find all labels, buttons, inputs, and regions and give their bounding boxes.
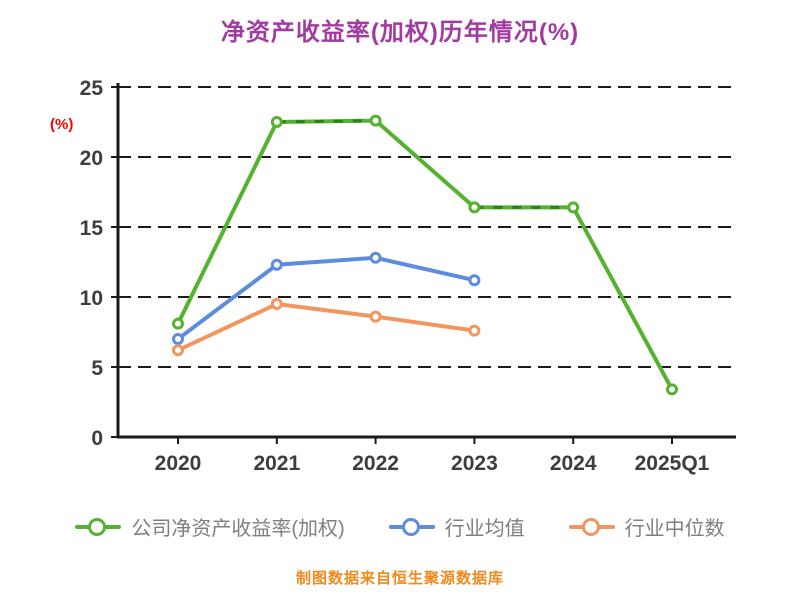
y-axis-unit-label: (%) <box>50 116 74 133</box>
series-dashed-overlay-0 <box>276 119 376 124</box>
data-point-0-5 <box>666 383 678 396</box>
legend-item-0[interactable]: 公司净资产收益率(加权) <box>75 512 345 541</box>
data-point-2-1 <box>270 298 283 310</box>
legend-marker-icon <box>75 517 122 537</box>
series-line-0 <box>176 118 674 392</box>
data-point-0-3 <box>468 201 481 214</box>
legend-label: 行业均值 <box>444 518 525 540</box>
x-tick-label: 2023 <box>451 452 498 475</box>
legend-label: 行业中位数 <box>624 518 725 540</box>
legend-item-1[interactable]: 行业均值 <box>388 512 525 541</box>
x-tick-label: 2025Q1 <box>635 452 710 475</box>
data-point-1-2 <box>369 251 382 264</box>
y-tick-label: 5 <box>91 357 103 380</box>
y-tick-label: 10 <box>80 287 103 310</box>
data-point-2-0 <box>172 344 184 357</box>
x-tick-label: 2024 <box>550 452 597 475</box>
chart-legend: 公司净资产收益率(加权) 行业均值 行业中位数 <box>0 512 800 541</box>
data-point-1-3 <box>468 274 481 287</box>
x-tick-label: 2020 <box>155 452 202 475</box>
chart-title: 净资产收益率(加权)历年情况(%) <box>220 19 580 46</box>
y-tick-label: 25 <box>80 77 104 100</box>
y-tick-label: 15 <box>80 217 104 240</box>
data-point-0-2 <box>369 114 382 127</box>
data-point-2-2 <box>369 310 382 323</box>
plot-area: 0 5 10 15 20 25 2020 2021 2022 2023 2024 2025Q1 <box>80 77 736 475</box>
data-point-1-1 <box>270 258 283 271</box>
data-point-0-0 <box>172 317 184 330</box>
legend-label: 公司净资产收益率(加权) <box>131 518 345 540</box>
data-source-note: 制图数据来自恒生聚源数据库 <box>295 570 504 587</box>
x-tick-label: 2022 <box>352 452 399 475</box>
legend-marker-icon <box>568 517 615 537</box>
legend-marker-icon <box>388 517 435 537</box>
data-point-0-4 <box>567 201 580 214</box>
legend-item-2[interactable]: 行业中位数 <box>568 512 725 541</box>
data-point-2-3 <box>468 324 481 337</box>
x-tick-label: 2021 <box>253 452 300 475</box>
series-line-1 <box>176 255 477 341</box>
data-point-1-0 <box>172 333 184 345</box>
series-line-2 <box>176 302 477 353</box>
y-tick-label: 20 <box>80 147 103 170</box>
y-tick-label: 0 <box>91 427 103 450</box>
data-point-0-1 <box>270 116 283 128</box>
